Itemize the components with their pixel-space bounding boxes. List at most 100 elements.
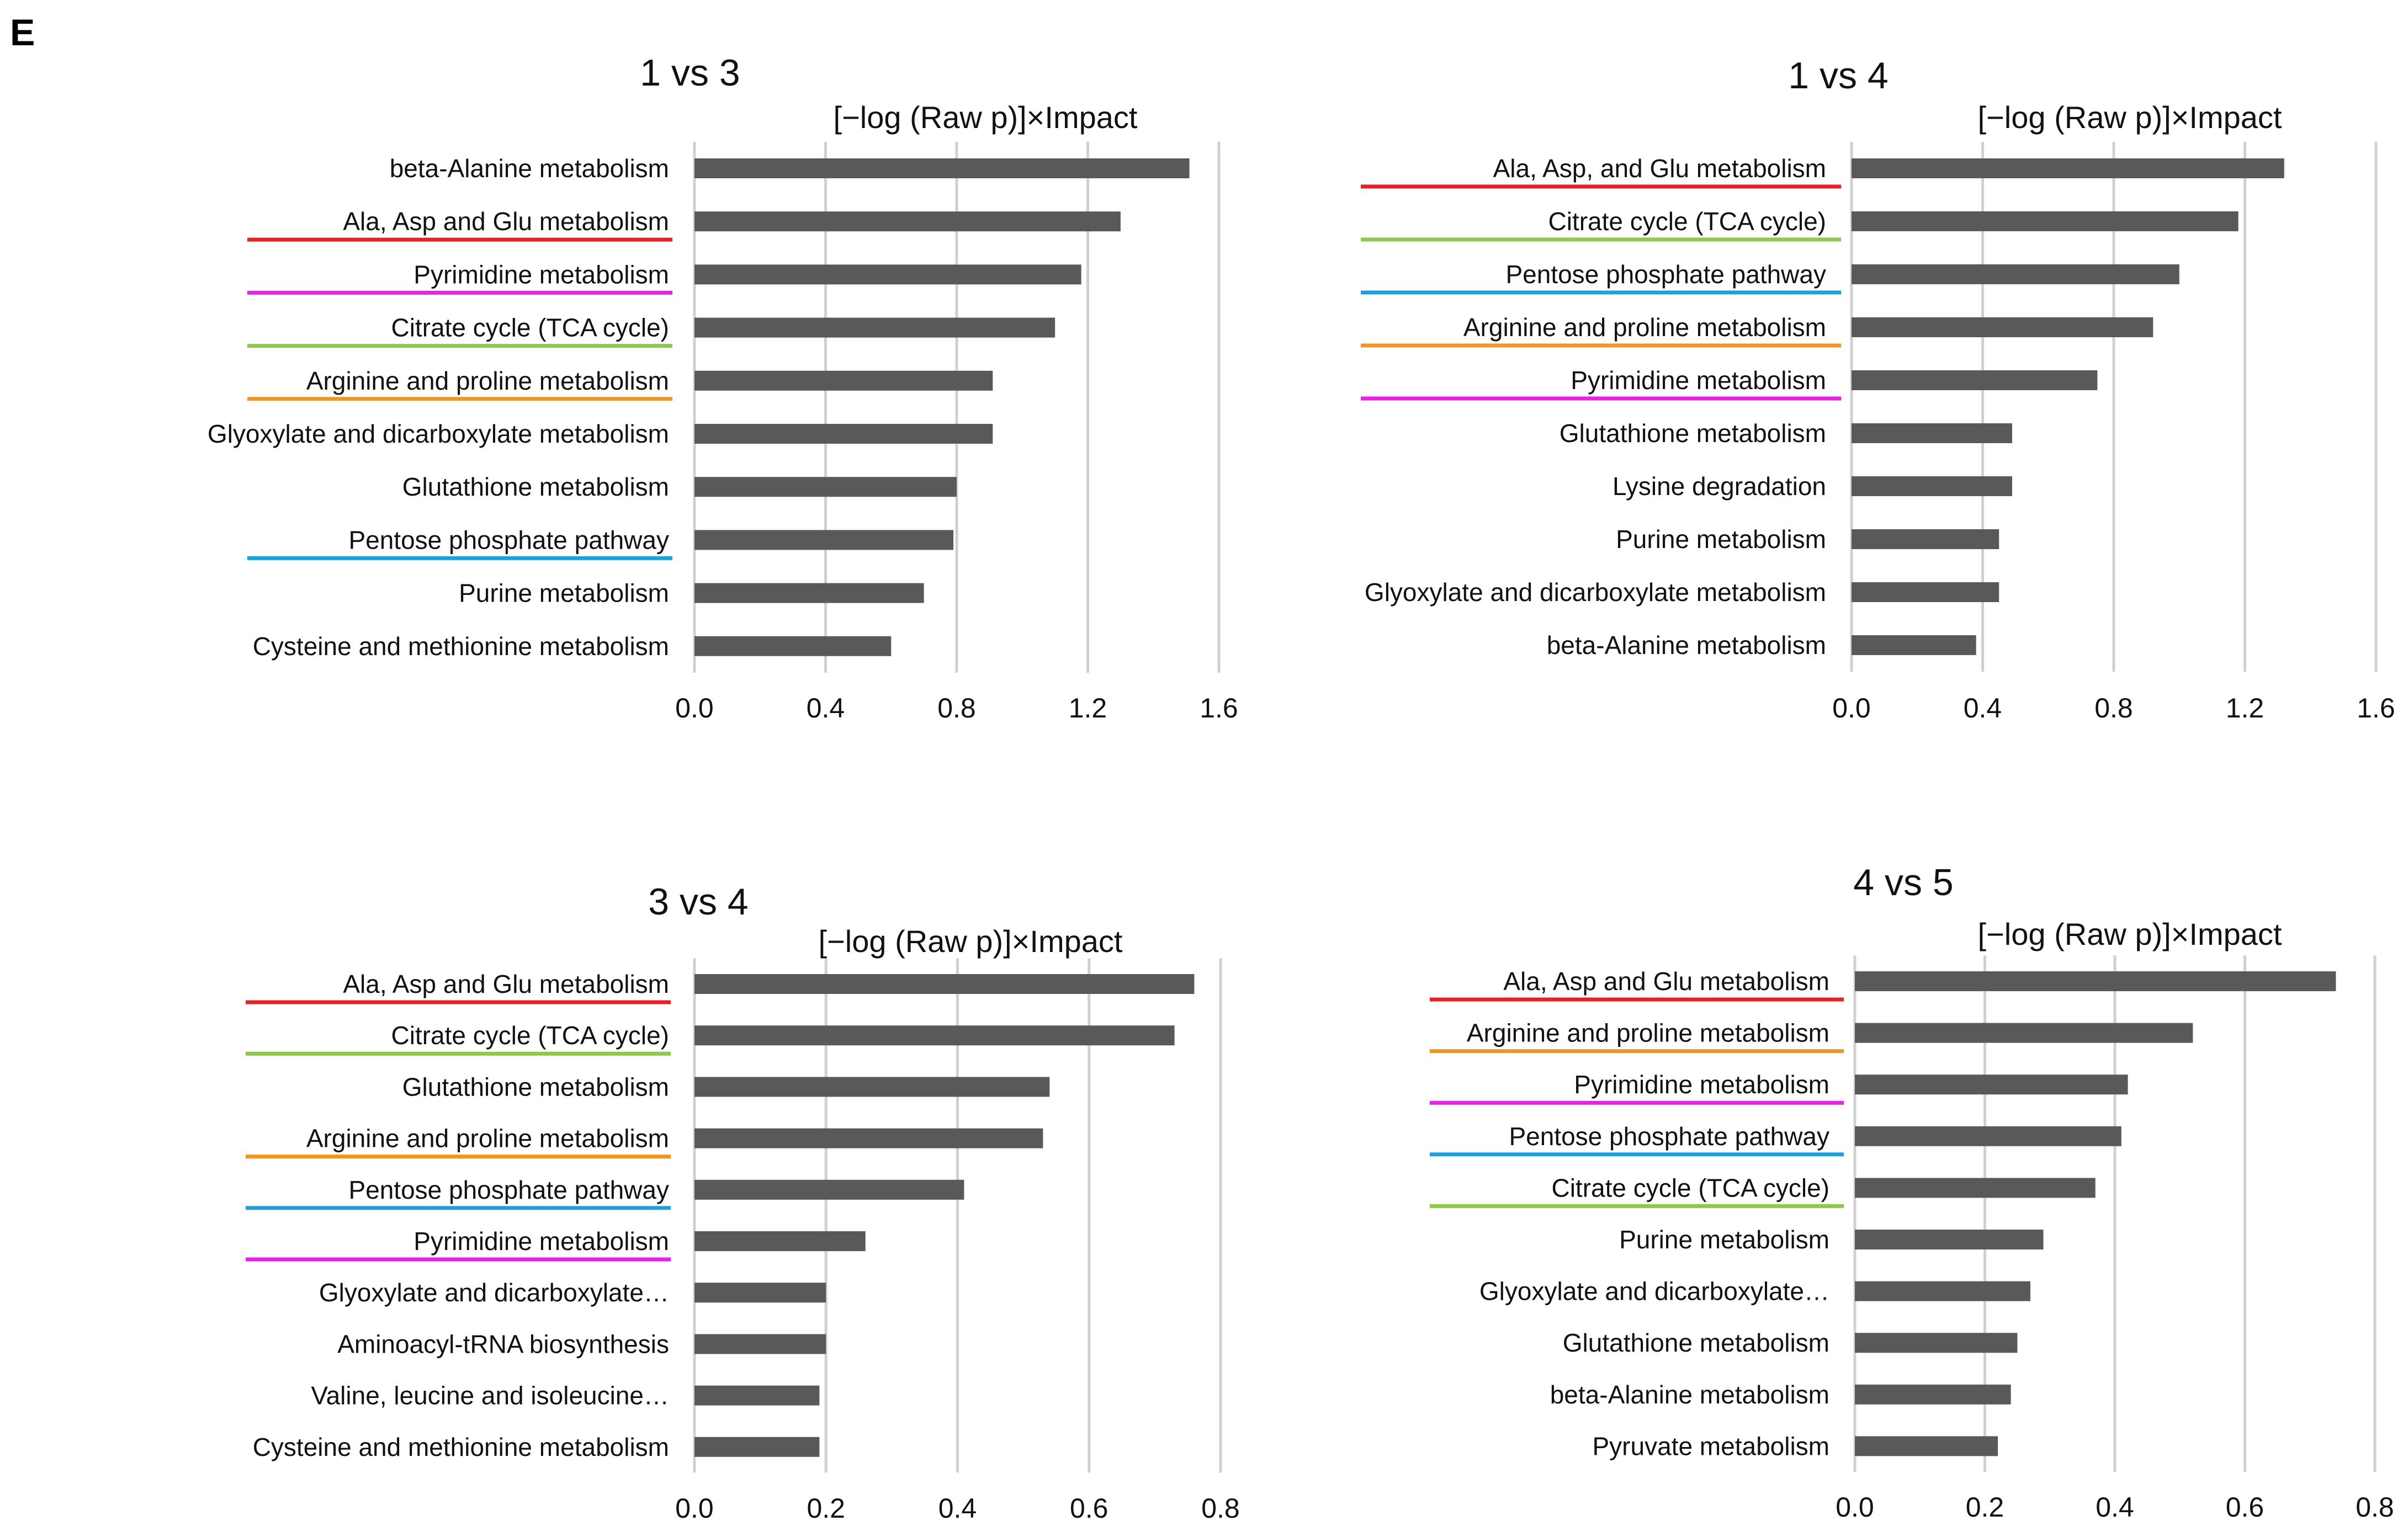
category-label: Glutathione metabolism — [1563, 1328, 1829, 1357]
x-tick-label: 1.6 — [1200, 693, 1238, 724]
category-label: Purine metabolism — [459, 579, 669, 608]
bar — [694, 1334, 826, 1354]
bar — [1855, 1333, 2018, 1353]
category-label: Cysteine and methionine metabolism — [253, 632, 669, 661]
category-label: Citrate cycle (TCA cycle) — [1551, 1173, 1829, 1202]
panel-label: E — [10, 12, 35, 54]
category-label: Citrate cycle (TCA cycle) — [391, 313, 669, 342]
x-tick-label: 0.4 — [938, 1493, 977, 1524]
bar — [694, 477, 957, 497]
bar — [694, 211, 1121, 232]
bar — [694, 974, 1195, 994]
bar — [694, 583, 924, 603]
category-label: Ala, Asp and Glu metabolism — [343, 207, 669, 236]
bar — [1852, 529, 1999, 549]
bar — [694, 158, 1190, 178]
x-tick-label: 0.0 — [1832, 693, 1871, 724]
category-label: Purine metabolism — [1616, 525, 1826, 554]
x-axis-title: [−log (Raw p)]×Impact — [1978, 100, 2282, 135]
x-tick-label: 0.4 — [807, 693, 845, 724]
x-tick-label: 0.6 — [2226, 1492, 2264, 1523]
category-label: beta-Alanine metabolism — [1547, 631, 1826, 660]
category-label: beta-Alanine metabolism — [1550, 1380, 1829, 1409]
category-label: Pyrimidine metabolism — [413, 260, 669, 289]
category-label: Pyruvate metabolism — [1593, 1432, 1830, 1460]
x-tick-label: 0.4 — [2096, 1492, 2134, 1523]
x-tick-label: 0.6 — [1070, 1493, 1108, 1524]
category-label: Glyoxylate and dicarboxylate… — [1479, 1277, 1829, 1306]
chart-title: 4 vs 5 — [1853, 861, 1953, 903]
category-label: Citrate cycle (TCA cycle) — [391, 1021, 669, 1050]
category-label: Pentose phosphate pathway — [348, 1176, 669, 1204]
x-axis-title: [−log (Raw p)]×Impact — [819, 924, 1123, 959]
category-label: Cysteine and methionine metabolism — [253, 1433, 669, 1461]
bar — [1852, 264, 2179, 284]
category-label: Glyoxylate and dicarboxylate metabolism — [1365, 578, 1826, 607]
category-label: Glutathione metabolism — [1560, 419, 1826, 448]
bar — [694, 636, 892, 656]
bar — [1852, 582, 1999, 602]
x-tick-label: 0.0 — [1836, 1492, 1874, 1523]
x-tick-label: 0.2 — [1966, 1492, 2004, 1523]
bar — [1855, 1281, 2030, 1301]
bar — [694, 317, 1056, 338]
category-label: Pentose phosphate pathway — [1509, 1122, 1829, 1151]
x-axis-title: [−log (Raw p)]×Impact — [834, 100, 1138, 135]
category-label: Pyrimidine metabolism — [413, 1227, 669, 1256]
bar — [694, 1077, 1050, 1097]
category-label: Ala, Asp and Glu metabolism — [1503, 967, 1829, 996]
bar — [694, 1231, 866, 1251]
category-label: Glutathione metabolism — [402, 472, 669, 501]
bar — [1855, 1436, 1998, 1456]
x-tick-label: 0.0 — [675, 693, 714, 724]
x-tick-label: 0.0 — [675, 1493, 714, 1524]
bar — [694, 1385, 820, 1406]
x-tick-label: 0.4 — [1964, 693, 2002, 724]
bar — [1852, 476, 2012, 496]
category-label: Glyoxylate and dicarboxylate… — [319, 1278, 669, 1307]
bar — [694, 424, 993, 444]
bar — [694, 530, 954, 550]
chart-title: 1 vs 3 — [640, 52, 740, 94]
bar — [1852, 423, 2012, 443]
category-label: Arginine and proline metabolism — [306, 366, 669, 395]
x-tick-label: 0.2 — [807, 1493, 845, 1524]
bar — [694, 264, 1081, 285]
category-label: Arginine and proline metabolism — [1467, 1019, 1829, 1047]
x-tick-label: 0.8 — [1201, 1493, 1240, 1524]
category-label: Pentose phosphate pathway — [348, 525, 669, 554]
category-label: Pyrimidine metabolism — [1574, 1070, 1829, 1099]
category-label: Pentose phosphate pathway — [1505, 260, 1826, 289]
category-label: Lysine degradation — [1613, 472, 1826, 501]
category-label: Purine metabolism — [1619, 1225, 1829, 1254]
x-tick-label: 1.2 — [1069, 693, 1107, 724]
x-axis-title: [−log (Raw p)]×Impact — [1978, 917, 2282, 951]
bar — [1852, 211, 2239, 231]
bar — [1852, 370, 2098, 390]
category-label: Pyrimidine metabolism — [1571, 366, 1826, 395]
bar — [1855, 1178, 2096, 1198]
bar — [1855, 1126, 2121, 1146]
category-label: Ala, Asp, and Glu metabolism — [1493, 154, 1826, 183]
x-tick-label: 1.2 — [2226, 693, 2264, 724]
bar — [1855, 1230, 2044, 1249]
bar — [694, 1025, 1175, 1046]
bar — [1852, 317, 2154, 337]
bar — [694, 370, 993, 391]
category-label: Ala, Asp and Glu metabolism — [343, 970, 669, 998]
bar — [1855, 1023, 2193, 1043]
chart-title: 3 vs 4 — [648, 881, 748, 923]
chart-title: 1 vs 4 — [1788, 55, 1888, 97]
bar — [694, 1437, 820, 1457]
bar — [694, 1128, 1043, 1148]
category-label: Aminoacyl-tRNA biosynthesis — [337, 1329, 669, 1358]
bar — [694, 1179, 964, 1200]
bar — [1852, 635, 1976, 655]
chart-panels: 1 vs 3 [−log (Raw p)]×Impact 0.0 0.4 0.8 1.2 1… — [208, 52, 2395, 1524]
x-tick-label: 0.8 — [2094, 693, 2133, 724]
category-label: Arginine and proline metabolism — [306, 1124, 669, 1153]
x-tick-label: 0.8 — [937, 693, 976, 724]
chart-panel-2: 1 vs 4 [−log (Raw p)]×Impact 0.0 0.4 0.8 1.2 1… — [1361, 55, 2395, 724]
bar — [1855, 1384, 2011, 1405]
